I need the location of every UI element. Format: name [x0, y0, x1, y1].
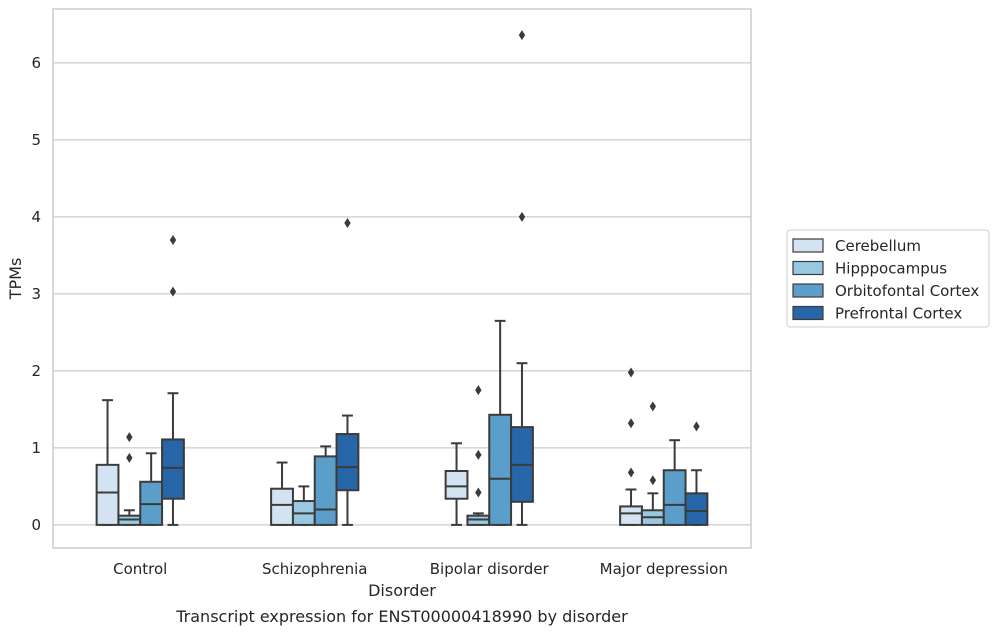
legend-swatch	[792, 283, 824, 298]
box	[335, 433, 360, 492]
legend-label: Orbitofontal Cortex	[835, 282, 979, 300]
box	[313, 455, 338, 526]
plot-area-frame	[52, 8, 752, 549]
box	[161, 438, 185, 500]
outlier-point	[627, 467, 635, 478]
legend-frame	[786, 229, 990, 328]
box	[95, 463, 120, 526]
y-tick-label: 6	[31, 54, 41, 72]
series-group	[139, 319, 687, 526]
legend-swatch	[792, 260, 824, 276]
chart-caption: Transcript expression for ENST0000041899…	[175, 607, 628, 626]
grid-lines	[53, 62, 751, 526]
plot-series	[95, 30, 709, 526]
x-tick-label: Major depression	[600, 560, 728, 578]
y-tick-label: 3	[31, 285, 41, 303]
box	[684, 492, 709, 526]
x-axis-title: Disorder	[368, 581, 436, 600]
box	[270, 487, 294, 526]
series-group	[117, 385, 665, 526]
outlier-point	[649, 475, 657, 486]
y-tick-label: 1	[31, 439, 41, 457]
outlier-point	[126, 452, 133, 463]
x-tick-label: Bipolar disorder	[430, 560, 550, 578]
outlier-point	[627, 418, 635, 429]
outlier-point	[475, 385, 482, 396]
outlier-point	[693, 421, 700, 432]
x-axis-ticks: Control Schizophrenia Bipolar disorder Majo…	[113, 560, 728, 578]
box	[444, 470, 469, 500]
outlier-point	[475, 449, 482, 460]
outlier-point	[126, 432, 133, 443]
x-tick-label: Schizophrenia	[262, 560, 367, 578]
y-axis-ticks: 0 1 2 3 4 5 6	[31, 54, 41, 534]
outlier-point	[518, 30, 526, 41]
outlier-point	[475, 487, 482, 498]
y-tick-label: 5	[31, 131, 41, 149]
box	[488, 413, 513, 526]
x-tick-label: Control	[113, 560, 167, 578]
series-group	[161, 30, 709, 526]
box	[619, 505, 643, 526]
y-axis-title: TPMs	[6, 258, 25, 301]
y-tick-label: 0	[31, 516, 41, 534]
outlier-point	[518, 211, 526, 222]
legend-label: Prefrontal Cortex	[835, 305, 962, 323]
legend-swatch	[792, 238, 824, 253]
y-tick-label: 4	[31, 208, 41, 226]
legend-label: Cerebellum	[835, 237, 921, 255]
legend: Cerebellum Hipppocampus Orbitofontal Corte…	[786, 229, 990, 328]
legend-label: Hipppocampus	[835, 260, 947, 278]
series-group	[95, 367, 643, 526]
legend-swatch	[792, 305, 824, 321]
outlier-point	[344, 218, 351, 229]
y-tick-label: 2	[31, 362, 41, 380]
box	[662, 469, 687, 526]
outlier-point	[627, 367, 635, 378]
outlier-point	[649, 401, 657, 412]
outlier-point	[169, 286, 177, 297]
outlier-point	[169, 235, 177, 245]
